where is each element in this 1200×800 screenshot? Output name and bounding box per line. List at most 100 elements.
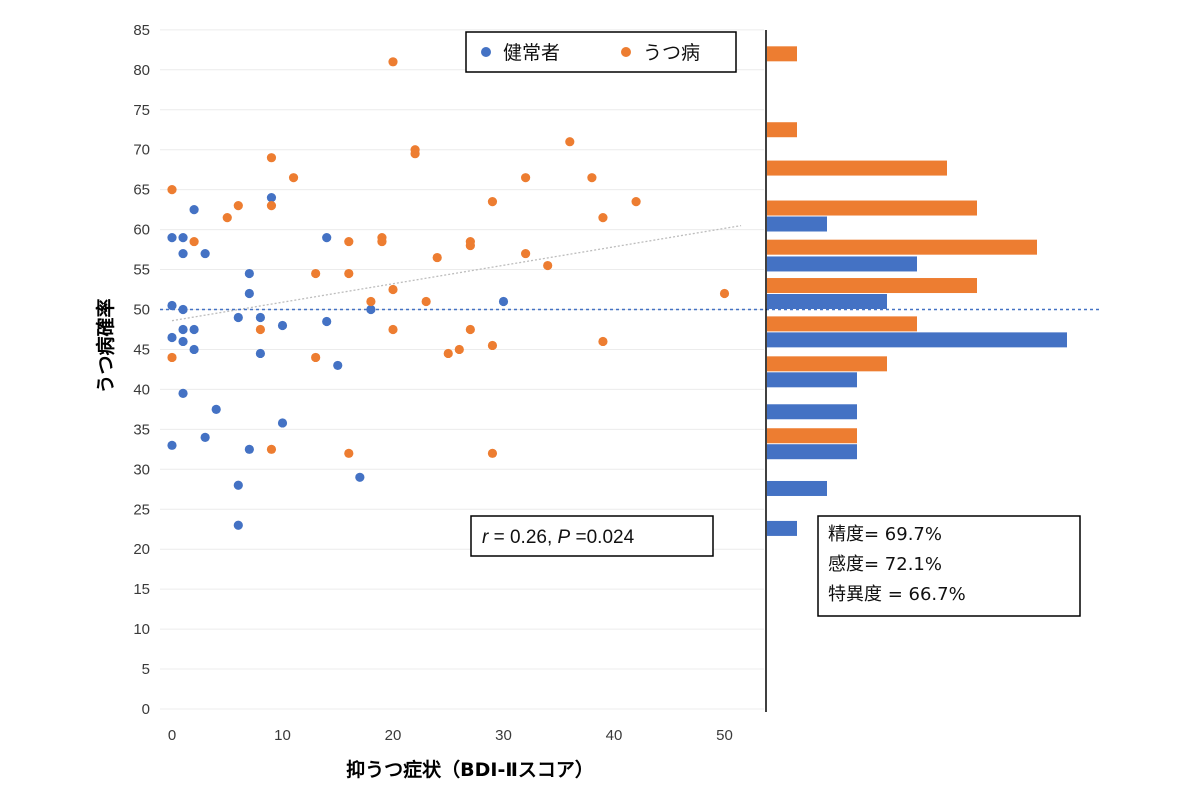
x-tick-label: 50 <box>716 727 733 744</box>
legend-box <box>465 31 737 73</box>
scatter-point-depression <box>719 288 730 299</box>
scatter-point-healthy <box>244 288 254 299</box>
histogram-bar-depression <box>767 428 857 444</box>
scatter-point-depression <box>388 57 398 67</box>
correlation-annotation: r = 0.26, P =0.024 <box>470 515 714 557</box>
y-tick-label: 30 <box>133 461 150 478</box>
correlation-text: r = 0.26, P =0.024 <box>482 527 635 548</box>
metric-specificity: 特異度 = 66.7% <box>828 584 966 605</box>
r-symbol: r <box>482 527 489 548</box>
scatter-point-healthy <box>178 324 188 335</box>
histogram-layer <box>767 46 1067 536</box>
scatter-point-depression <box>487 448 498 458</box>
scatter-point-depression <box>432 252 442 263</box>
y-tick-label: 20 <box>133 541 150 558</box>
scatter-point-depression <box>487 197 498 207</box>
scatter-point-depression <box>454 344 464 355</box>
scatter-point-depression <box>311 268 321 279</box>
y-tick-label: 25 <box>133 501 150 518</box>
histogram-bar-depression <box>767 278 977 294</box>
scatter-point-healthy <box>322 232 332 243</box>
histogram-bar-healthy <box>767 444 857 460</box>
metrics-box <box>817 515 1081 617</box>
histogram-bar-healthy <box>767 372 857 388</box>
histogram-bar-depression <box>767 200 977 216</box>
r-value: = 0.26, <box>488 527 557 548</box>
y-tick-label: 15 <box>133 581 150 598</box>
legend: 健常者 うつ病 <box>465 31 737 73</box>
metric-sensitivity: 感度= 72.1% <box>828 554 942 575</box>
scatter-point-healthy <box>178 232 188 243</box>
scatter-point-healthy <box>233 480 243 490</box>
correlation-box <box>470 515 714 557</box>
scatter-point-healthy <box>322 316 332 327</box>
scatter-point-depression <box>366 296 376 307</box>
histogram-bar-healthy <box>767 294 887 310</box>
scatter-point-depression <box>465 324 475 335</box>
histogram-bar-healthy <box>767 480 827 496</box>
scatter-point-healthy <box>167 332 177 343</box>
scatter-point-depression <box>377 236 387 247</box>
y-tick-label: 70 <box>133 142 150 159</box>
scatter-point-healthy <box>211 404 221 414</box>
y-tick-label: 0 <box>142 701 150 718</box>
scatter-point-depression <box>410 149 420 159</box>
scatter-point-depression <box>487 340 498 351</box>
x-tick-label: 0 <box>168 727 176 744</box>
y-tick-label: 65 <box>133 182 150 199</box>
scatter-point-healthy <box>333 360 343 371</box>
scatter-point-depression <box>288 173 299 183</box>
trendline <box>171 224 742 322</box>
scatter-point-depression <box>631 197 641 207</box>
scatter-point-healthy <box>255 312 265 323</box>
scatter-point-healthy <box>189 344 199 355</box>
scatter-point-healthy <box>200 248 210 259</box>
histogram-bar-healthy <box>767 256 917 272</box>
scatter-point-depression <box>521 248 531 259</box>
x-tick-labels: 0 10 20 30 40 50 <box>168 727 733 744</box>
legend-label-healthy: 健常者 <box>503 42 560 64</box>
histogram-bar-depression <box>767 316 917 332</box>
y-gridlines <box>160 29 764 710</box>
y-tick-label: 55 <box>133 262 150 279</box>
histogram-bar-healthy <box>767 404 857 420</box>
scatter-point-depression <box>421 296 431 307</box>
y-tick-label: 50 <box>133 302 150 319</box>
legend-label-depression: うつ病 <box>643 42 700 64</box>
x-tick-label: 10 <box>274 727 291 744</box>
y-tick-label: 85 <box>133 22 150 39</box>
histogram-bar-healthy <box>767 216 827 232</box>
y-tick-label: 35 <box>133 421 150 438</box>
histogram-bar-healthy <box>767 520 797 536</box>
y-tick-label: 75 <box>133 102 150 119</box>
scatter-point-depression <box>255 324 265 335</box>
scatter-point-depression <box>266 201 277 211</box>
x-tick-label: 30 <box>495 727 512 744</box>
scatter-point-depression <box>266 444 277 454</box>
scatter-point-healthy <box>167 232 177 243</box>
scatter-point-healthy <box>178 304 188 315</box>
scatter-point-depression <box>344 268 354 279</box>
x-tick-label: 20 <box>385 727 402 744</box>
histogram-bar-healthy <box>767 332 1067 348</box>
scatter-point-healthy <box>255 348 265 359</box>
y-axis-title: うつ病確率 <box>94 298 117 393</box>
y-tick-label: 45 <box>133 341 150 358</box>
scatter-point-healthy <box>498 296 509 307</box>
metric-accuracy: 精度= 69.7% <box>828 524 942 545</box>
scatter-point-healthy <box>178 388 188 398</box>
scatter-point-depression <box>344 448 354 458</box>
histogram-bar-depression <box>767 46 797 62</box>
scatter-point-depression <box>233 201 243 211</box>
scatter-point-healthy <box>266 193 277 203</box>
scatter-points-layer <box>167 57 730 530</box>
scatter-point-depression <box>598 336 608 347</box>
scatter-point-healthy <box>178 336 188 347</box>
scatter-point-depression <box>344 236 354 247</box>
histogram-bar-depression <box>767 160 947 176</box>
y-tick-label: 5 <box>142 661 150 678</box>
scatter-point-depression <box>311 352 321 363</box>
histogram-bar-depression <box>767 239 1037 255</box>
scatter-point-healthy <box>167 440 177 450</box>
